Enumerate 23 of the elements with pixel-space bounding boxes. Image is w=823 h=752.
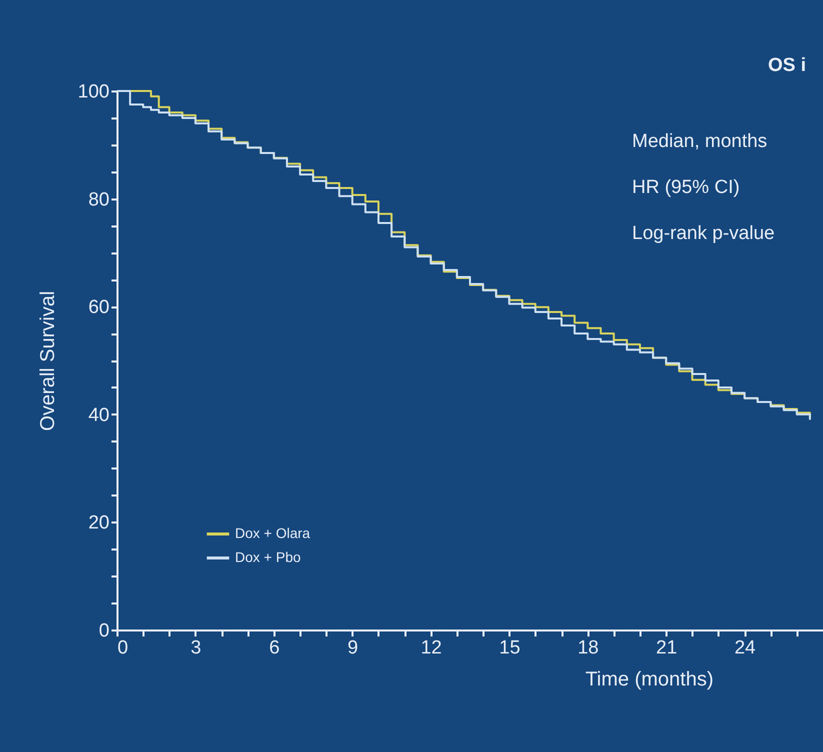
x-tick-label: 12 [420, 638, 442, 658]
text: OS i [768, 55, 806, 76]
annotation: Log-rank p-value [632, 223, 775, 244]
y-tick-label: 20 [88, 512, 110, 534]
legend-label: Dox + Olara [235, 525, 310, 541]
x-axis-title: Time (months) [585, 668, 714, 690]
y-axis-title: Overall Survival [36, 290, 59, 432]
y-tick-label: 100 [78, 82, 110, 102]
x-tick-label: 24 [734, 638, 756, 658]
x-tick-label: 21 [656, 638, 678, 658]
x-tick-label: 0 [118, 638, 128, 658]
y-tick-label: 40 [88, 404, 110, 426]
x-tick-label: 9 [348, 638, 358, 658]
annotation: Median, months [632, 131, 768, 152]
y-tick-label: 80 [88, 189, 110, 210]
x-tick-label: 3 [190, 638, 202, 658]
x-tick-label: 15 [499, 638, 520, 658]
y-tick-label: 60 [88, 297, 110, 318]
x-tick-label: 18 [578, 638, 599, 658]
y-tick-label: 0 [98, 620, 110, 642]
x-tick-label: 6 [269, 638, 280, 658]
annotation: HR (95% CI) [632, 177, 740, 198]
legend-label: Dox + Pbo [235, 549, 301, 565]
